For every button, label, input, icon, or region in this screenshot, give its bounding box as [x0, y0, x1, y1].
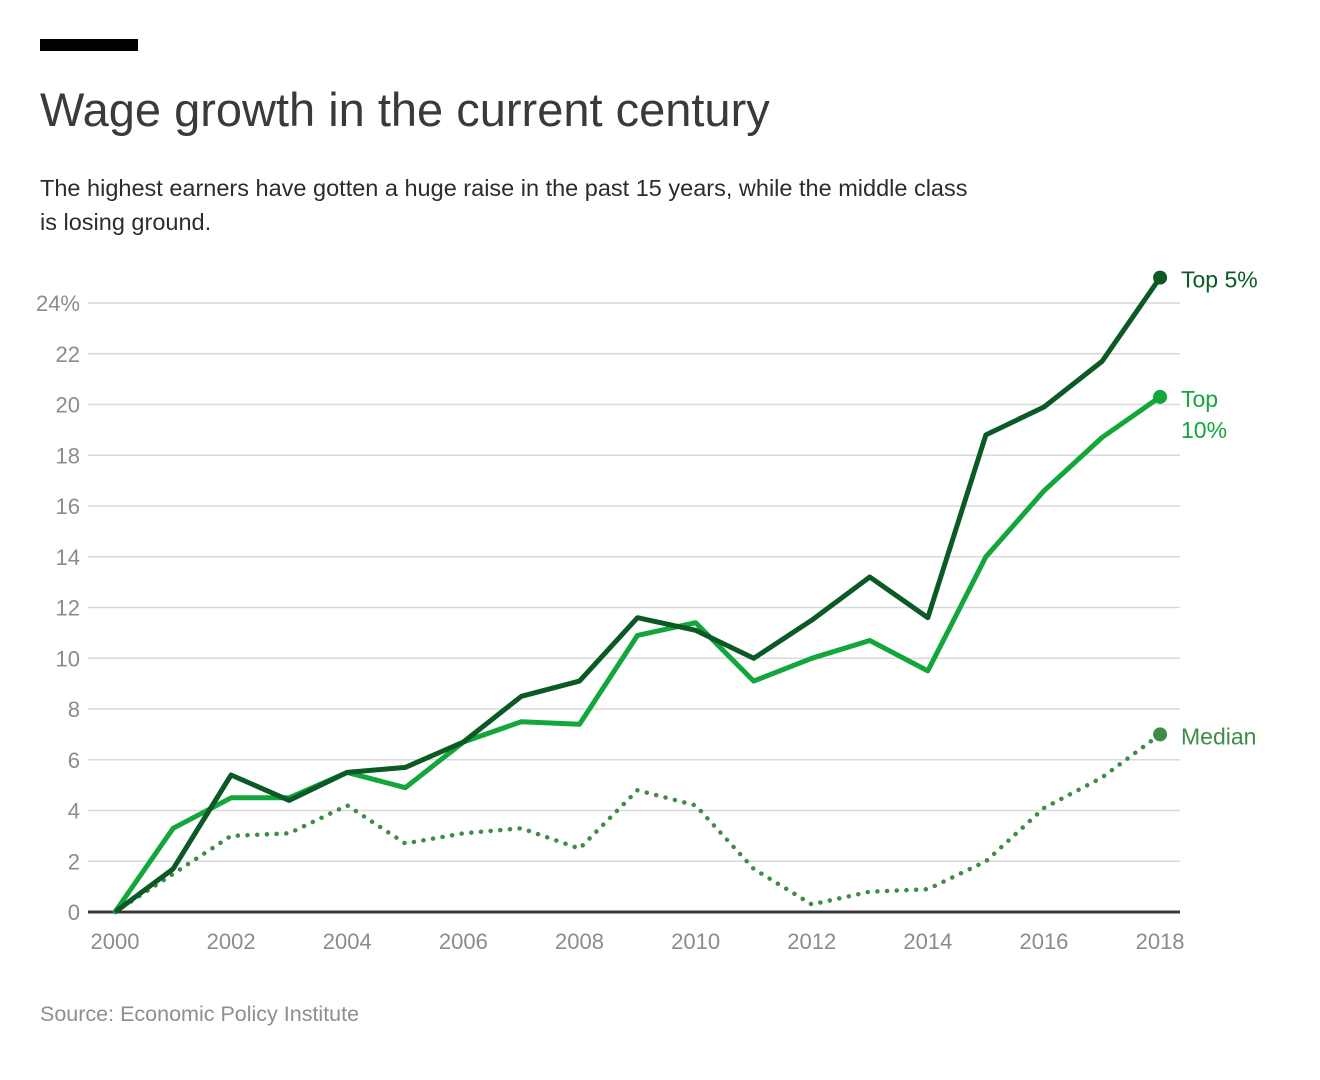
y-tick-label: 22 [56, 342, 80, 367]
y-tick-label: 2 [68, 849, 80, 874]
y-tick-label: 18 [56, 443, 80, 468]
subtitle-line-2: is losing ground. [40, 209, 212, 235]
y-tick-label: 6 [68, 748, 80, 773]
series-label-top-5: Top 5% [1181, 267, 1258, 293]
y-tick-label: 0 [68, 900, 80, 925]
y-tick-label: 20 [56, 393, 80, 418]
series-label-top-10: 10% [1181, 417, 1227, 443]
x-tick-label: 2002 [207, 929, 256, 954]
x-tick-label: 2006 [439, 929, 488, 954]
series-line-top-5 [113, 276, 1163, 915]
y-tick-label: 10 [56, 646, 80, 671]
series-endpoint-dot-top-10 [1153, 389, 1168, 404]
x-tick-label: 2016 [1019, 929, 1068, 954]
page-title: Wage growth in the current century [40, 83, 770, 136]
series-label-median: Median [1181, 723, 1256, 749]
kicker-bar [40, 39, 138, 51]
series-endpoint-dot-top-5 [1153, 270, 1168, 285]
x-tick-label: 2008 [555, 929, 604, 954]
x-tick-label: 2000 [91, 929, 140, 954]
page-subtitle: The highest earners have gotten a huge r… [40, 171, 968, 239]
x-tick-label: 2018 [1136, 929, 1185, 954]
x-tick-label: 2004 [323, 929, 372, 954]
x-tick-label: 2014 [903, 929, 952, 954]
subtitle-line-1: The highest earners have gotten a huge r… [40, 175, 968, 201]
y-tick-label: 14 [56, 545, 80, 570]
y-tick-label: 8 [68, 697, 80, 722]
series-line-median [112, 732, 1163, 915]
y-tick-label: 4 [68, 799, 80, 824]
y-tick-label: 12 [56, 596, 80, 621]
x-tick-label: 2012 [787, 929, 836, 954]
series-endpoint-dot-median [1153, 727, 1168, 742]
series-line-top-10 [112, 394, 1162, 914]
series-label-top-10: Top [1181, 386, 1218, 412]
source-note: Source: Economic Policy Institute [40, 1002, 360, 1026]
x-tick-label: 2010 [671, 929, 720, 954]
y-tick-label: 24% [36, 291, 80, 316]
y-tick-label: 16 [56, 494, 80, 519]
